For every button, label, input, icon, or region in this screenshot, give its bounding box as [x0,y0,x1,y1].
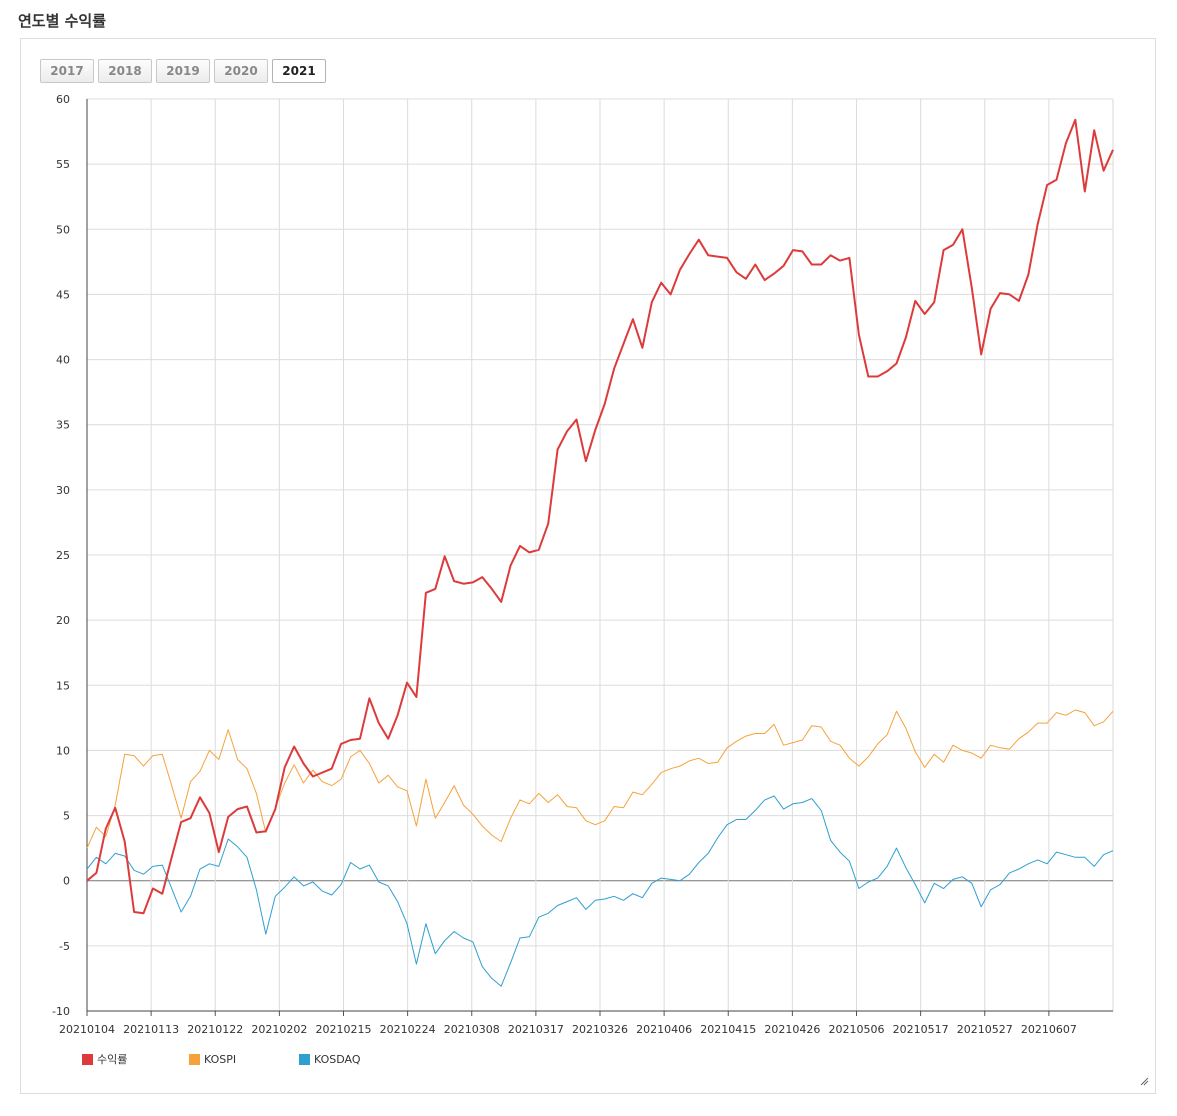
x-tick-label: 20210308 [444,1023,500,1036]
x-tick-label: 20210517 [893,1023,949,1036]
y-tick-label: 30 [56,484,70,497]
y-tick-label: 55 [56,158,70,171]
resize-handle-icon[interactable] [1139,1076,1149,1086]
year-tab-2021[interactable]: 2021 [272,59,326,83]
y-tick-label: -10 [52,1005,70,1018]
legend-item-kosdaq[interactable]: KOSDAQ [299,1051,361,1067]
legend-label-return: 수익률 [97,1053,128,1066]
x-tick-label: 20210527 [957,1023,1013,1036]
chart-legend: 수익률 KOSPI KOSDAQ [82,1051,361,1067]
x-tick-label: 20210506 [829,1023,885,1036]
x-tick-label: 20210215 [316,1023,372,1036]
x-tick-label: 20210426 [764,1023,820,1036]
y-tick-label: 0 [63,875,70,888]
x-tick-label: 20210406 [636,1023,692,1036]
legend-swatch-return [82,1053,93,1065]
year-tabs: 2017 2018 2019 2020 2021 [40,59,326,83]
y-tick-label: 40 [56,354,70,367]
x-tick-label: 20210202 [251,1023,307,1036]
y-tick-label: 45 [56,288,70,301]
y-tick-label: 25 [56,549,70,562]
legend-label-kospi: KOSPI [204,1052,237,1066]
y-tick-label: 60 [56,93,70,106]
x-tick-label: 20210326 [572,1023,628,1036]
x-tick-label: 20210113 [123,1023,179,1036]
y-tick-label: 35 [56,419,70,432]
x-tick-label: 20210607 [1021,1023,1077,1036]
y-tick-label: 20 [56,614,70,627]
year-tab-2018[interactable]: 2018 [98,59,152,83]
legend-label-kosdaq: KOSDAQ [314,1052,361,1066]
y-tick-label: 5 [63,810,70,823]
legend-swatch-kosdaq [299,1053,310,1065]
legend-swatch-kospi [189,1053,200,1065]
x-tick-label: 20210415 [700,1023,756,1036]
chart-panel [20,38,1156,1094]
series-line-kospi [86,709,1114,849]
year-tab-2017[interactable]: 2017 [40,59,94,83]
x-tick-label: 20210122 [187,1023,243,1036]
x-tick-label: 20210224 [380,1023,436,1036]
y-tick-label: 15 [56,679,70,692]
y-tick-label: 10 [56,744,70,757]
series-line-kosdaq [86,795,1114,987]
x-tick-label: 20210317 [508,1023,564,1036]
y-tick-label: 50 [56,223,70,236]
page-title: 연도별 수익률 [18,12,107,30]
year-tab-2019[interactable]: 2019 [156,59,210,83]
y-tick-label: -5 [59,940,70,953]
x-tick-label: 20210104 [59,1023,115,1036]
year-tab-2020[interactable]: 2020 [214,59,268,83]
legend-item-return[interactable]: 수익률 [82,1051,189,1067]
series-line-return [86,118,1114,915]
legend-item-kospi[interactable]: KOSPI [189,1051,299,1067]
